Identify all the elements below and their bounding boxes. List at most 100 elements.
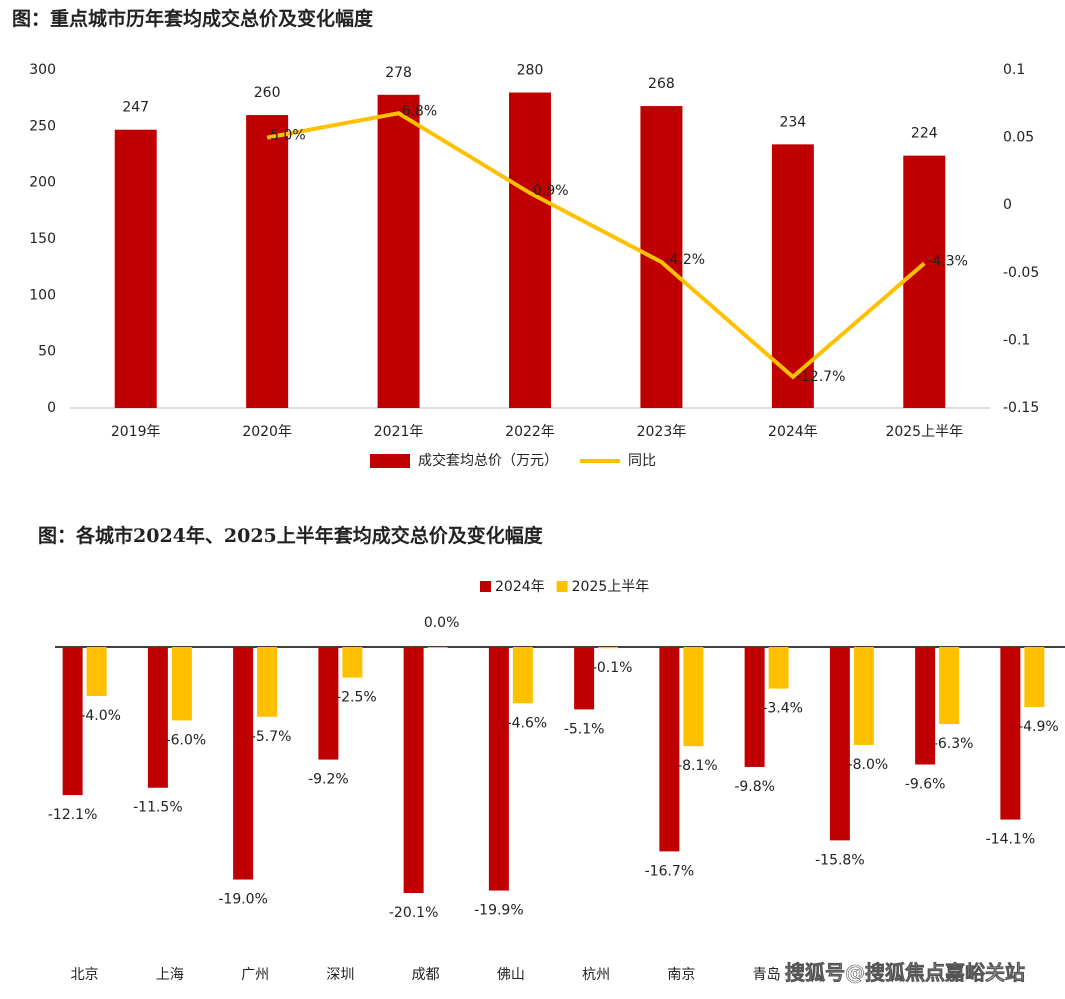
data-label: 6.8% (402, 103, 438, 119)
bar (257, 647, 278, 717)
bar (171, 647, 192, 721)
data-label: -3.4% (762, 701, 803, 717)
bar (318, 647, 339, 760)
bar (903, 155, 946, 408)
x-tick-label: 2024年 (768, 424, 818, 440)
data-label: -5.7% (251, 729, 292, 745)
bar (233, 647, 254, 880)
y-tick-label: 50 (38, 344, 56, 360)
bar (377, 94, 420, 408)
x-tick-label: 深圳 (326, 967, 354, 983)
bar (509, 92, 551, 409)
data-label: 278 (385, 65, 412, 81)
data-label: -4.2% (664, 252, 705, 268)
bar (939, 647, 960, 725)
bar (86, 647, 107, 696)
y-tick-label: 150 (29, 231, 56, 247)
bar (744, 647, 765, 767)
x-tick-label: 2021年 (374, 424, 424, 440)
bar (403, 647, 424, 893)
bar (1024, 647, 1045, 707)
y-tick-label: 300 (29, 62, 56, 78)
x-tick-label: 2023年 (637, 424, 687, 440)
bar (853, 647, 874, 745)
x-tick-label: 杭州 (582, 967, 610, 983)
chart-title: 图：重点城市历年套均成交总价及变化幅度 (12, 7, 374, 30)
bar (114, 129, 157, 409)
legend-label: 成交套均总价（万元） (418, 452, 558, 469)
data-label: -8.0% (848, 757, 889, 773)
data-label: -19.0% (218, 892, 268, 908)
data-label: -6.3% (933, 736, 974, 752)
data-label: -2.5% (336, 690, 377, 706)
y2-tick-label: -0.1 (1003, 332, 1030, 348)
data-label: 247 (122, 100, 149, 116)
bar (147, 647, 168, 788)
legend-swatch (480, 581, 491, 592)
data-label: 224 (911, 126, 938, 142)
legend-label: 2025上半年 (572, 579, 650, 595)
data-label: -8.1% (677, 758, 718, 774)
data-label: 0.9% (533, 183, 569, 199)
bar (512, 647, 533, 704)
data-label: -4.6% (507, 715, 548, 731)
chart-title: 图：各城市2024年、2025上半年套均成交总价及变化幅度 (38, 524, 544, 547)
data-label: -0.1% (592, 660, 633, 676)
bar (640, 106, 683, 408)
bar (659, 647, 680, 852)
legend-label: 2024年 (495, 579, 545, 595)
x-tick-label: 上海 (156, 967, 184, 983)
bar (342, 647, 363, 678)
x-tick-label: 2025上半年 (885, 424, 963, 440)
data-label: 260 (254, 85, 281, 101)
data-label: -4.9% (1018, 719, 1059, 735)
x-tick-label: 佛山 (497, 967, 525, 983)
data-label: -5.1% (564, 721, 605, 737)
legend-swatch (556, 581, 568, 592)
x-tick-label: 广州 (241, 967, 269, 983)
data-label: -16.7% (645, 863, 695, 879)
y2-tick-label: 0 (1003, 197, 1012, 213)
data-label: -15.8% (815, 852, 865, 868)
data-label: -9.8% (734, 779, 775, 795)
data-label: 5.0% (270, 128, 306, 144)
legend-label: 同比 (628, 453, 656, 469)
data-label: -6.0% (166, 732, 207, 748)
bar (768, 647, 789, 689)
data-label: 280 (517, 63, 544, 79)
legend-swatch (370, 454, 410, 468)
bar (427, 647, 448, 648)
y-tick-label: 100 (29, 287, 56, 303)
bar (246, 115, 289, 409)
bar (574, 647, 595, 710)
data-label: -11.5% (133, 800, 183, 816)
x-tick-label: 南京 (667, 967, 695, 983)
data-label: 268 (648, 76, 675, 92)
x-tick-label: 成都 (412, 967, 440, 983)
data-label: -14.1% (986, 832, 1036, 848)
data-label: -12.1% (48, 807, 98, 823)
bar (1000, 647, 1021, 820)
data-label: -9.2% (308, 772, 349, 788)
data-label: -20.1% (389, 905, 439, 921)
y-tick-label: 200 (29, 175, 56, 191)
data-label: 234 (779, 114, 806, 130)
bar (915, 647, 936, 765)
y2-tick-label: -0.05 (1003, 265, 1039, 281)
y-tick-label: 0 (47, 400, 56, 416)
bar (598, 647, 619, 649)
y2-tick-label: 0.1 (1003, 62, 1025, 78)
bar (62, 647, 83, 796)
y2-tick-label: 0.05 (1003, 130, 1034, 146)
bar (488, 647, 509, 891)
x-tick-label: 北京 (71, 967, 99, 983)
data-label: 0.0% (424, 615, 460, 631)
bar (829, 647, 850, 841)
data-label: -12.7% (796, 369, 846, 385)
data-label: -9.6% (905, 776, 946, 792)
x-tick-label: 2019年 (111, 424, 161, 440)
y-tick-label: 250 (29, 118, 56, 134)
watermark: 搜狐号@搜狐焦点嘉峪关站 (785, 961, 1025, 985)
